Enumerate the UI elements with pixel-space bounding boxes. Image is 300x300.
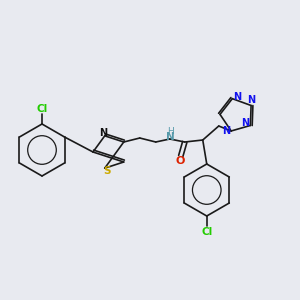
Text: N: N xyxy=(222,126,230,136)
Text: N: N xyxy=(99,128,107,138)
Text: S: S xyxy=(103,166,110,176)
Text: N: N xyxy=(241,118,250,128)
Text: H: H xyxy=(167,127,174,136)
Text: Cl: Cl xyxy=(36,104,48,114)
Text: N: N xyxy=(167,132,175,142)
Text: O: O xyxy=(175,156,184,166)
Text: N: N xyxy=(247,95,255,106)
Text: N: N xyxy=(233,92,242,102)
Text: Cl: Cl xyxy=(201,227,212,237)
